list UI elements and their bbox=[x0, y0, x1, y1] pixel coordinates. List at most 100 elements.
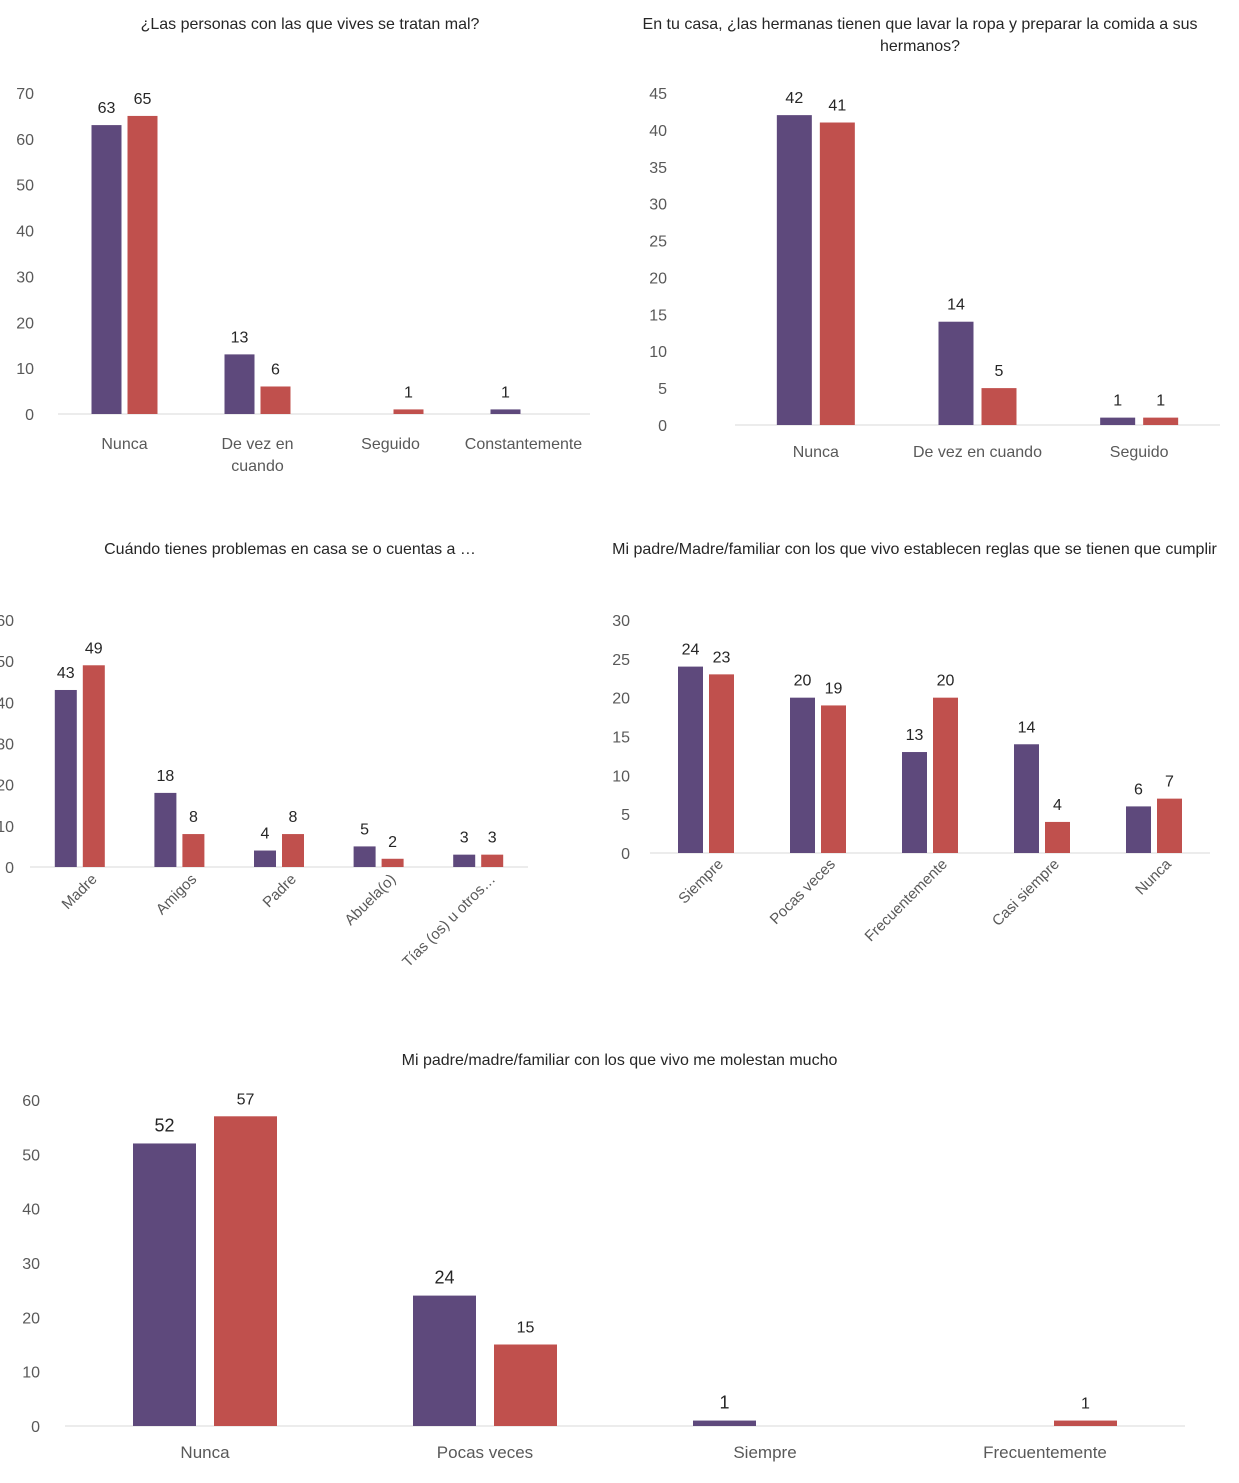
data-label: 42 bbox=[785, 90, 803, 107]
data-label: 23 bbox=[713, 649, 731, 666]
data-label: 6 bbox=[1134, 781, 1143, 798]
chart-reglas-cumplir: Mi padre/Madre/familiar con los que vivo… bbox=[590, 525, 1239, 1005]
chart-title: Mi padre/madre/familiar con los que vivo… bbox=[401, 1052, 838, 1069]
category-label: Nunca bbox=[180, 1443, 230, 1462]
data-label: 2 bbox=[388, 834, 397, 851]
y-tick-label: 45 bbox=[649, 86, 667, 103]
category-label: Nunca bbox=[793, 444, 839, 461]
y-tick-label: 15 bbox=[649, 307, 667, 324]
category-label: Seguido bbox=[1110, 444, 1169, 461]
category-label: Pocas veces bbox=[767, 856, 839, 928]
bar-series-a bbox=[1126, 806, 1151, 853]
data-label: 1 bbox=[404, 384, 413, 401]
chart-plot: 0 10 20 30 40 50 60 52 57 Nunca 24 15 Pocas veces 1 Si… bbox=[22, 1091, 1185, 1462]
y-tick-label: 30 bbox=[16, 269, 34, 286]
y-tick-label: 50 bbox=[0, 654, 14, 671]
y-tick-label: 60 bbox=[22, 1093, 40, 1110]
category-label: Constantemente bbox=[465, 436, 583, 453]
bar-series-a bbox=[453, 854, 476, 867]
data-label: 5 bbox=[995, 363, 1004, 380]
bar-series-a bbox=[54, 689, 77, 867]
y-tick-label: 0 bbox=[5, 860, 14, 877]
bar-series-a bbox=[91, 125, 122, 414]
bar-series-a bbox=[490, 409, 521, 414]
chart-plot: 0 5 10 15 20 25 30 35 40 45 42 41 Nunca 14 5 De vez en … bbox=[649, 86, 1220, 461]
bar-series-b bbox=[282, 834, 304, 867]
y-tick-label: 5 bbox=[621, 807, 630, 824]
bar-series-b bbox=[393, 409, 424, 414]
y-tick-label: 0 bbox=[658, 418, 667, 435]
bar-series-b bbox=[821, 705, 846, 853]
bar-series-b bbox=[709, 674, 734, 853]
y-tick-label: 10 bbox=[22, 1365, 40, 1382]
bar-series-b bbox=[214, 1116, 277, 1426]
data-label: 1 bbox=[719, 1393, 729, 1413]
category-label: Nunca bbox=[1132, 855, 1175, 898]
y-tick-label: 20 bbox=[16, 315, 34, 332]
bar-series-a bbox=[902, 752, 927, 853]
chart-title: Cuándo tienes problemas en casa se o cue… bbox=[104, 541, 476, 558]
bar-series-b bbox=[82, 665, 105, 867]
bar-series-a bbox=[938, 321, 974, 425]
bar-series-b bbox=[1045, 821, 1070, 853]
bar-series-b bbox=[1143, 417, 1179, 425]
bar-series-b bbox=[494, 1344, 557, 1426]
category-label: Casi siempre bbox=[989, 856, 1063, 930]
data-label: 24 bbox=[682, 642, 700, 659]
chart-plot: 0 5 10 15 20 25 30 24 23 Siempre 20 19 Pocas veces 13… bbox=[612, 613, 1210, 945]
bar-series-b bbox=[933, 697, 958, 853]
data-label: 49 bbox=[85, 640, 103, 657]
bar-series-a bbox=[254, 850, 276, 867]
y-tick-label: 5 bbox=[658, 381, 667, 398]
data-label: 8 bbox=[189, 809, 198, 826]
data-label: 14 bbox=[1018, 719, 1036, 736]
y-tick-label: 0 bbox=[621, 846, 630, 863]
category-label: Amigos bbox=[153, 871, 200, 918]
bar-series-b bbox=[127, 115, 158, 414]
data-label: 19 bbox=[825, 680, 843, 697]
data-label: 5 bbox=[360, 821, 369, 838]
data-label: 1 bbox=[1156, 393, 1165, 410]
y-tick-label: 15 bbox=[612, 730, 630, 747]
chart-title: Mi padre/Madre/familiar con los que vivo… bbox=[612, 541, 1217, 558]
y-tick-label: 25 bbox=[649, 234, 667, 251]
chart-plot: 0 10 20 30 40 50 60 43 49 Madre 18 8 Amigos 4 8 Padre 5 2… bbox=[0, 613, 528, 971]
y-tick-label: 50 bbox=[16, 178, 34, 195]
bar-series-b bbox=[1157, 798, 1182, 853]
data-label: 24 bbox=[434, 1268, 454, 1288]
data-label: 52 bbox=[154, 1115, 174, 1135]
bar-series-a bbox=[693, 1420, 756, 1426]
category-label: Frecuentemente bbox=[862, 856, 951, 945]
data-label: 57 bbox=[237, 1091, 255, 1108]
y-tick-label: 40 bbox=[22, 1202, 40, 1219]
category-label: De vez en cuando bbox=[221, 436, 293, 475]
category-label: Frecuentemente bbox=[983, 1443, 1107, 1462]
data-label: 6 bbox=[271, 361, 280, 378]
category-label: Madre bbox=[59, 871, 101, 913]
data-label: 18 bbox=[157, 768, 175, 785]
data-label: 15 bbox=[517, 1320, 535, 1337]
data-label: 4 bbox=[1053, 797, 1062, 814]
chart-title: ¿Las personas con las que vives se trata… bbox=[140, 16, 480, 33]
data-label: 20 bbox=[794, 673, 812, 690]
y-tick-label: 60 bbox=[0, 613, 14, 630]
bar-series-a bbox=[1100, 417, 1136, 425]
data-label: 7 bbox=[1165, 774, 1174, 791]
y-tick-label: 35 bbox=[649, 160, 667, 177]
y-tick-label: 40 bbox=[16, 224, 34, 241]
bar-series-b bbox=[981, 388, 1017, 425]
y-tick-label: 30 bbox=[22, 1256, 40, 1273]
chart-hermanas-lavar-ropa: En tu casa, ¿las hermanas tienen que lav… bbox=[610, 0, 1239, 490]
data-label: 65 bbox=[134, 91, 152, 108]
data-label: 1 bbox=[501, 384, 510, 401]
data-label: 13 bbox=[231, 329, 249, 346]
category-label: Padre bbox=[260, 871, 300, 911]
y-tick-label: 20 bbox=[612, 691, 630, 708]
data-label: 14 bbox=[947, 297, 965, 314]
bar-series-a bbox=[224, 354, 255, 414]
category-label: Seguido bbox=[361, 436, 420, 453]
y-tick-label: 20 bbox=[0, 778, 14, 795]
bar-series-b bbox=[260, 386, 291, 414]
y-tick-label: 10 bbox=[0, 819, 14, 836]
y-tick-label: 20 bbox=[649, 270, 667, 287]
